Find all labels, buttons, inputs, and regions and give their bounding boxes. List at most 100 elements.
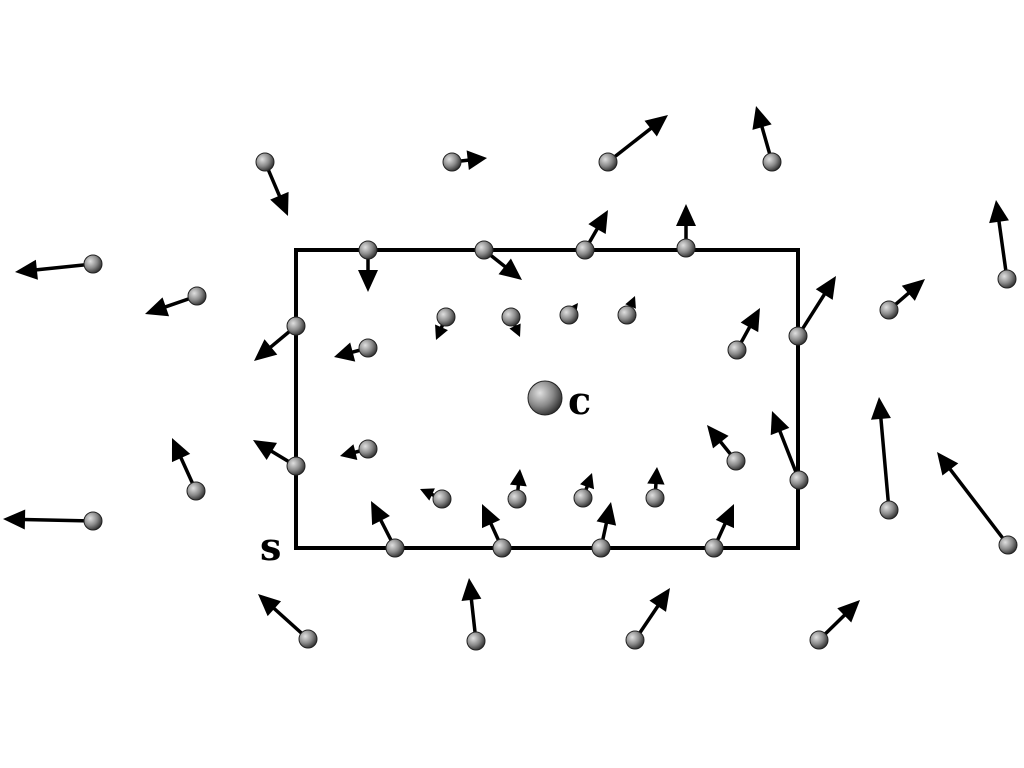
test-charge-ball [474,240,494,260]
arrowhead-icon [171,438,191,463]
arrowhead-icon [461,578,482,601]
vector-field [3,106,1018,651]
arrowhead-icon [258,594,282,617]
test-charge-ball [809,630,829,650]
test-charge-ball [645,488,665,508]
field-vector [435,307,456,340]
arrowhead-icon [254,339,278,361]
arrowhead-icon [715,504,734,529]
test-charge-ball [286,316,306,336]
field-vector [507,469,527,509]
field-vector [254,316,306,361]
field-vector-shaft [997,219,1009,280]
arrowhead-icon [580,473,595,490]
test-charge-ball [432,489,452,509]
arrowhead-icon [358,270,378,292]
field-vector [645,467,665,508]
arrowhead-icon [420,488,435,501]
test-charge-ball [286,456,306,476]
test-charge-ball [436,307,456,327]
field-vector [752,106,782,172]
test-charge-ball [998,535,1018,555]
test-charge-ball [762,152,782,172]
surface-boundary [294,248,800,550]
field-vector [704,504,734,558]
field-vector [482,504,512,558]
arrowhead-icon [435,324,448,340]
test-charge-ball [358,240,378,260]
field-vector [501,307,521,337]
arrowhead-icon [509,323,521,337]
field-vector [573,473,595,508]
arrowhead-icon [466,150,487,170]
arrowhead-icon [270,191,289,216]
field-vector-shaft [947,466,1010,547]
test-charge-ball [255,152,275,172]
test-charge-ball [788,326,808,346]
test-charge-ball [186,481,206,501]
arrowhead-icon [752,106,772,130]
field-vector [676,204,696,258]
arrowhead-icon [334,342,356,362]
arrowhead-icon [815,276,836,300]
test-charge-ball [507,489,527,509]
arrowhead-icon [596,502,617,526]
test-charge-ball [625,630,645,650]
field-vector [625,588,670,650]
field-vector [707,425,746,471]
arrowhead-icon [340,444,358,460]
field-vector [989,200,1017,289]
field-vector [809,600,860,650]
test-charge-ball [83,511,103,531]
center-charge [527,380,563,416]
test-charge-ball [298,629,318,649]
arrowhead-icon [498,258,522,280]
arrowhead-icon [482,504,501,529]
field-vector [442,150,487,172]
test-charge-ball [704,538,724,558]
field-vector-shaft [879,416,891,511]
test-charge-ball [575,240,595,260]
arrowhead-icon [253,440,278,460]
arrowhead-icon [625,296,636,309]
field-vector-shaft [34,262,94,272]
field-vector [334,338,378,362]
arrowhead-icon [837,600,860,623]
test-charge-ball [789,470,809,490]
arrowhead-icon [707,425,729,449]
test-charge-ball [501,307,521,327]
arrowhead-icon [870,397,891,420]
center-label: c [568,378,591,423]
field-vector [937,452,1018,555]
arrowhead-icon [145,297,170,317]
field-vector [474,240,522,280]
arrowhead-icon [647,467,665,485]
test-charge-ball [492,538,512,558]
test-charge-ball [879,500,899,520]
arrowhead-icon [371,501,390,526]
field-vector [255,152,289,216]
test-charge-ball [442,152,462,172]
field-vector [575,210,608,260]
arrowhead-icon [937,452,959,476]
field-vector-shaft [22,517,94,523]
surface-label: s [260,524,281,569]
field-vector [171,438,206,501]
test-charge-ball [997,269,1017,289]
test-charge-ball [358,338,378,358]
arrowhead-icon [3,509,26,530]
test-charge-ball [727,340,747,360]
field-vector [258,594,318,649]
field-vector [788,276,836,346]
field-vector [358,240,378,292]
arrowhead-icon [770,411,790,436]
test-charge-ball [385,538,405,558]
test-charge-ball [83,254,103,274]
test-charge-ball [879,300,899,320]
arrowhead-icon [989,200,1009,224]
field-vector [770,411,809,490]
field-vector [371,501,405,558]
field-vector [145,286,207,317]
test-charge-ball [726,451,746,471]
test-charge-ball [591,538,611,558]
